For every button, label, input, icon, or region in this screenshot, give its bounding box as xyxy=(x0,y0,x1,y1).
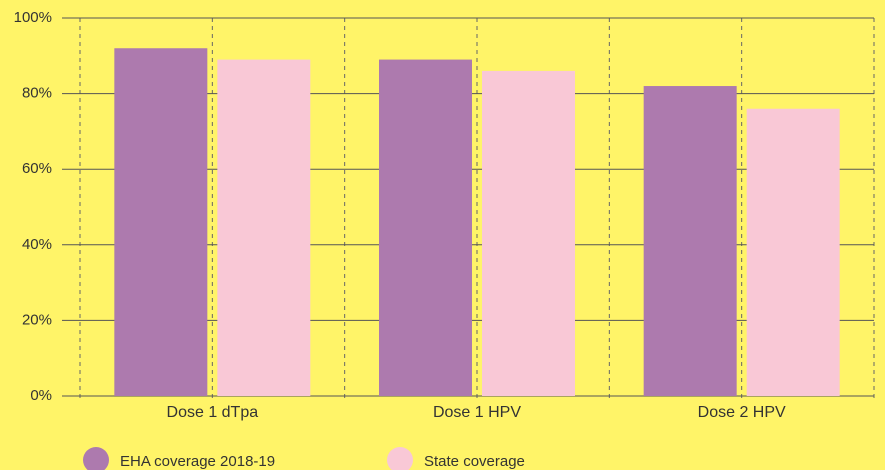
bar xyxy=(114,48,208,397)
legend-label: EHA coverage 2018-19 xyxy=(120,453,275,470)
bar xyxy=(482,70,575,397)
bar xyxy=(217,59,311,397)
y-tick-label: 40% xyxy=(22,236,52,253)
y-tick-label: 60% xyxy=(22,160,52,177)
bar xyxy=(746,108,840,396)
bar xyxy=(379,59,472,397)
y-tick-label: 100% xyxy=(14,9,52,26)
x-tick-label: Dose 1 dTpa xyxy=(167,404,259,421)
x-tick-label: Dose 1 HPV xyxy=(433,404,521,421)
y-tick-label: 20% xyxy=(22,311,52,328)
legend-label: State coverage xyxy=(424,453,525,470)
bar xyxy=(643,86,737,396)
x-tick-label: Dose 2 HPV xyxy=(698,404,786,421)
legend-swatch xyxy=(83,447,109,470)
y-tick-label: 80% xyxy=(22,85,52,102)
y-tick-label: 0% xyxy=(30,387,52,404)
legend-swatch xyxy=(387,447,413,470)
